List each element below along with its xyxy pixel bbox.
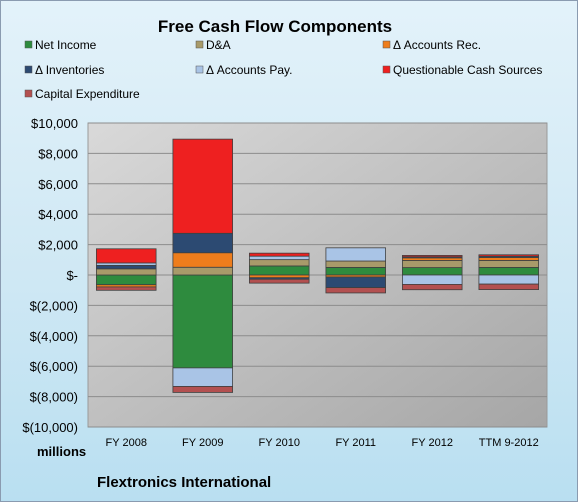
x-tick-label: FY 2008	[106, 437, 147, 449]
bar-segment	[96, 264, 157, 270]
bar-segment	[325, 287, 386, 294]
y-tick-label: $(4,000)	[30, 329, 78, 344]
x-tick-label: FY 2011	[335, 437, 376, 449]
legend-label-accounts-pay: Δ Accounts Pay.	[206, 63, 293, 77]
bar-segment	[172, 386, 233, 393]
bar-segment	[96, 268, 157, 276]
bars	[96, 138, 539, 393]
gridlines	[88, 122, 547, 428]
bar-segment	[96, 248, 157, 264]
y-tick-label: $-	[66, 268, 78, 283]
bar-segment	[325, 260, 386, 268]
x-tick-label: FY 2010	[259, 437, 300, 449]
bar-segment	[402, 267, 463, 276]
y-tick-label: $8,000	[38, 146, 78, 161]
bar-segment	[325, 266, 386, 276]
x-axis-ticks: FY 2008 FY 2009 FY 2010 FY 2011 FY 2012 TTM 9…	[106, 437, 539, 449]
bar-segment	[249, 265, 310, 276]
legend-swatch-net-income	[24, 40, 33, 49]
bar-segment	[249, 259, 310, 267]
legend-swatch-capital-expenditure	[24, 89, 33, 98]
legend-swatch-d-a	[195, 40, 204, 49]
bar-segment	[402, 284, 463, 291]
bar-segment	[249, 252, 310, 257]
bar-segment	[478, 266, 539, 276]
y-tick-label: $(6,000)	[30, 359, 78, 374]
bar-segment	[402, 274, 463, 285]
bar-segment	[478, 260, 539, 268]
bar-segment	[478, 274, 539, 285]
bar-segment	[96, 286, 157, 291]
y-unit-label: millions	[37, 444, 86, 459]
y-tick-label: $2,000	[38, 238, 78, 253]
legend-label-net-income: Net Income	[35, 38, 97, 52]
bar-segment	[478, 257, 539, 261]
bar-segment	[172, 266, 233, 276]
company-name: Flextronics International	[97, 474, 271, 491]
y-tick-label: $(2,000)	[30, 298, 78, 313]
bar-segment	[325, 276, 386, 289]
bar-segment	[478, 283, 539, 290]
bar-segment	[249, 274, 310, 279]
legend: Net Income D&A Δ Accounts Rec. Δ Inventorie…	[24, 38, 542, 101]
legend-swatch-inventories	[24, 65, 33, 74]
y-tick-label: $(8,000)	[30, 390, 78, 405]
legend-label-accounts-rec: Δ Accounts Rec.	[393, 38, 481, 52]
legend-label-d-a: D&A	[206, 38, 231, 52]
x-tick-label: TTM 9-2012	[479, 437, 539, 449]
y-tick-label: $6,000	[38, 177, 78, 192]
legend-swatch-accounts-pay	[195, 65, 204, 74]
bar-segment	[172, 232, 233, 254]
bar-segment	[172, 252, 233, 268]
legend-swatch-accounts-rec	[382, 40, 391, 49]
y-axis-ticks: $(10,000) $(8,000) $(6,000) $(4,000) $(2,000…	[22, 116, 78, 435]
chart-title: Free Cash Flow Components	[158, 17, 392, 36]
bar-segment	[172, 138, 233, 234]
legend-swatch-questionable-cash-sources	[382, 65, 391, 74]
x-tick-label: FY 2012	[412, 437, 453, 449]
bar-segment	[172, 367, 233, 387]
y-tick-label: $4,000	[38, 207, 78, 222]
bar-segment	[402, 255, 463, 258]
x-tick-label: FY 2009	[182, 437, 223, 449]
bar-segment	[96, 274, 157, 286]
bar-segment	[249, 278, 310, 284]
y-tick-label: $(10,000)	[22, 420, 78, 435]
legend-label-capital-expenditure: Capital Expenditure	[35, 87, 140, 101]
y-tick-label: $10,000	[31, 116, 78, 131]
bar-segment	[172, 274, 233, 369]
legend-label-questionable-cash-sources: Questionable Cash Sources	[393, 63, 542, 77]
bar-segment	[478, 254, 539, 257]
bar-segment	[402, 260, 463, 268]
bar-segment	[325, 247, 386, 262]
legend-label-inventories: Δ Inventories	[35, 63, 104, 77]
bar-segment	[249, 255, 310, 261]
